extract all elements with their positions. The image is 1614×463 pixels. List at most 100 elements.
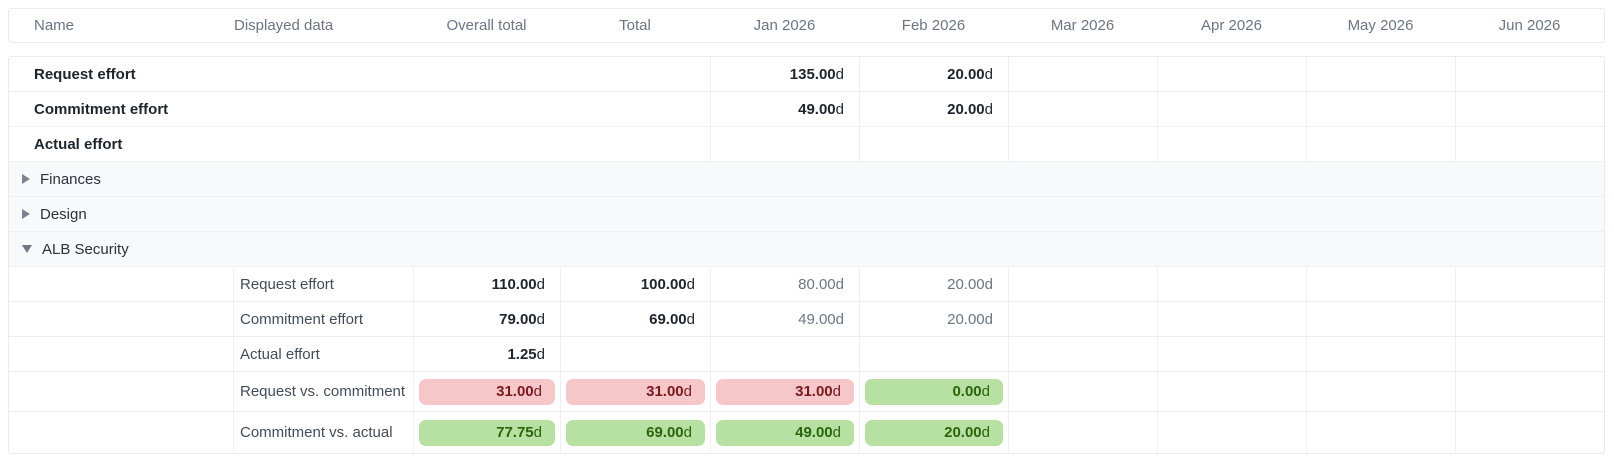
row-alb-commitment-effort: Commitment effort 79.00 d 69.00 d 49.00 d 2… xyxy=(9,302,1604,337)
row-name: Commitment effort xyxy=(34,100,169,118)
cell-apr-2026 xyxy=(1157,302,1306,336)
column-header-overall-total: Overall total xyxy=(446,17,527,34)
column-header-displayed-data: Displayed data xyxy=(234,17,334,34)
cell-apr-2026 xyxy=(1157,267,1306,301)
variance-pill-positive: 20.00 d xyxy=(865,419,1003,446)
group-name: Finances xyxy=(40,170,101,188)
group-row-finances[interactable]: Finances xyxy=(9,162,1604,197)
table-header-row: Name Displayed data Overall total Total … xyxy=(8,8,1605,43)
cell-mar-2026 xyxy=(1008,92,1157,126)
row-commitment-effort: Commitment effort 49.00 d 20.00 d xyxy=(9,92,1604,127)
cell-jan-2026 xyxy=(710,337,859,371)
cell-jan-2026: 49.00 d xyxy=(710,92,859,126)
row-alb-request-effort: Request effort 110.00 d 100.00 d 80.00 d 20… xyxy=(9,267,1604,302)
displayed-data-label: Actual effort xyxy=(233,337,413,371)
cell-may-2026 xyxy=(1306,57,1455,91)
cell-mar-2026 xyxy=(1008,337,1157,371)
displayed-data-label: Commitment vs. actual xyxy=(233,412,413,453)
cell-total xyxy=(560,337,710,371)
cell-jan-2026: 135.00 d xyxy=(710,57,859,91)
cell-name-empty xyxy=(9,302,233,336)
variance-pill-positive: 77.75 d xyxy=(419,419,555,446)
row-name: Actual effort xyxy=(34,135,123,153)
variance-pill-positive: 0.00 d xyxy=(865,378,1003,405)
cell-feb-2026: 20.00 d xyxy=(859,302,1008,336)
variance-pill-positive: 49.00 d xyxy=(716,419,854,446)
cell-apr-2026 xyxy=(1157,337,1306,371)
cell-mar-2026 xyxy=(1008,412,1157,453)
cell-overall-total: 110.00 d xyxy=(413,267,560,301)
cell-jan-2026 xyxy=(710,127,859,161)
cell-feb-2026 xyxy=(859,337,1008,371)
column-header-total: Total xyxy=(619,17,651,34)
cell-jun-2026 xyxy=(1455,302,1604,336)
cell-may-2026 xyxy=(1306,267,1455,301)
row-alb-request-vs-commitment: Request vs. commitment 31.00 d 31.00 d 31.… xyxy=(9,372,1604,412)
cell-feb-2026: 20.00 d xyxy=(859,412,1008,453)
cell-feb-2026: 20.00 d xyxy=(859,92,1008,126)
group-row-alb-security[interactable]: ALB Security xyxy=(9,232,1604,267)
cell-may-2026 xyxy=(1306,337,1455,371)
cell-jan-2026: 80.00 d xyxy=(710,267,859,301)
cell-apr-2026 xyxy=(1157,127,1306,161)
cell-feb-2026: 0.00 d xyxy=(859,372,1008,411)
column-header-mar-2026: Mar 2026 xyxy=(1050,17,1115,34)
cell-jun-2026 xyxy=(1455,372,1604,411)
table-body: Request effort 135.00 d 20.00 d Commitment… xyxy=(8,56,1605,454)
collapse-arrow-icon[interactable] xyxy=(22,245,32,253)
cell-total: 69.00 d xyxy=(560,302,710,336)
cell-feb-2026 xyxy=(859,127,1008,161)
column-header-feb-2026: Feb 2026 xyxy=(901,17,966,34)
cell-feb-2026: 20.00 d xyxy=(859,267,1008,301)
group-name: Design xyxy=(40,205,87,223)
column-header-jun-2026: Jun 2026 xyxy=(1498,17,1561,34)
cell-total: 31.00 d xyxy=(560,372,710,411)
cell-mar-2026 xyxy=(1008,127,1157,161)
cell-jun-2026 xyxy=(1455,337,1604,371)
cell-jun-2026 xyxy=(1455,92,1604,126)
expand-arrow-icon[interactable] xyxy=(22,209,30,219)
cell-mar-2026 xyxy=(1008,57,1157,91)
cell-mar-2026 xyxy=(1008,372,1157,411)
cell-may-2026 xyxy=(1306,127,1455,161)
variance-pill-positive: 69.00 d xyxy=(566,419,705,446)
row-name: Request effort xyxy=(34,65,136,83)
group-row-design[interactable]: Design xyxy=(9,197,1604,232)
variance-pill-negative: 31.00 d xyxy=(566,378,705,405)
group-row-content[interactable]: Design xyxy=(9,197,1604,231)
cell-mar-2026 xyxy=(1008,302,1157,336)
row-alb-commitment-vs-actual: Commitment vs. actual 77.75 d 69.00 d 49.0… xyxy=(9,412,1604,453)
column-header-apr-2026: Apr 2026 xyxy=(1201,17,1262,34)
displayed-data-label: Request vs. commitment xyxy=(233,372,413,411)
cell-jan-2026: 49.00 d xyxy=(710,302,859,336)
row-request-effort: Request effort 135.00 d 20.00 d xyxy=(9,57,1604,92)
column-header-jan-2026: Jan 2026 xyxy=(753,17,816,34)
cell-jun-2026 xyxy=(1455,412,1604,453)
displayed-data-label: Commitment effort xyxy=(233,302,413,336)
displayed-data-label: Request effort xyxy=(233,267,413,301)
cell-feb-2026: 20.00 d xyxy=(859,57,1008,91)
cell-jun-2026 xyxy=(1455,267,1604,301)
cell-overall-total: 77.75 d xyxy=(413,412,560,453)
cell-jan-2026: 49.00 d xyxy=(710,412,859,453)
cell-may-2026 xyxy=(1306,372,1455,411)
group-name: ALB Security xyxy=(42,240,129,258)
row-alb-actual-effort: Actual effort 1.25 d xyxy=(9,337,1604,372)
group-row-content[interactable]: ALB Security xyxy=(9,232,1604,266)
cell-apr-2026 xyxy=(1157,57,1306,91)
cell-name-empty xyxy=(9,372,233,411)
cell-may-2026 xyxy=(1306,92,1455,126)
cell-overall-total: 79.00 d xyxy=(413,302,560,336)
cell-name-empty xyxy=(9,267,233,301)
cell-may-2026 xyxy=(1306,412,1455,453)
cell-apr-2026 xyxy=(1157,412,1306,453)
column-header-may-2026: May 2026 xyxy=(1347,17,1414,34)
variance-pill-negative: 31.00 d xyxy=(419,378,555,405)
cell-overall-total: 31.00 d xyxy=(413,372,560,411)
group-row-content[interactable]: Finances xyxy=(9,162,1604,196)
cell-mar-2026 xyxy=(1008,267,1157,301)
cell-overall-total: 1.25 d xyxy=(413,337,560,371)
column-header-name: Name xyxy=(34,17,75,34)
cell-jun-2026 xyxy=(1455,127,1604,161)
expand-arrow-icon[interactable] xyxy=(22,174,30,184)
